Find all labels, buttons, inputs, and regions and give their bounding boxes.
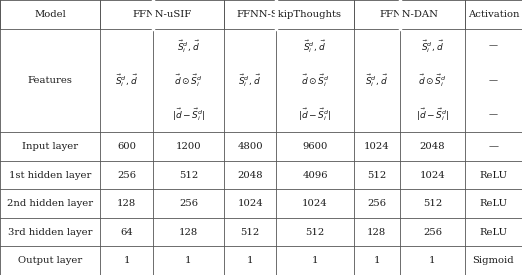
Text: 128: 128	[367, 228, 386, 237]
Text: 1: 1	[312, 256, 318, 265]
Text: 512: 512	[367, 170, 386, 180]
Text: 512: 512	[423, 199, 442, 208]
Text: 512: 512	[305, 228, 325, 237]
Text: 2048: 2048	[420, 142, 445, 151]
Text: 4800: 4800	[238, 142, 263, 151]
Text: 512: 512	[179, 170, 198, 180]
Text: Sigmoid: Sigmoid	[472, 256, 514, 265]
Text: 128: 128	[117, 199, 136, 208]
Text: 256: 256	[367, 199, 386, 208]
Text: 1200: 1200	[175, 142, 201, 151]
Text: $|\vec{d} - \vec{S}_i^d|$: $|\vec{d} - \vec{S}_i^d|$	[298, 106, 332, 123]
Text: FFNN-DAN: FFNN-DAN	[380, 10, 438, 19]
Text: 256: 256	[423, 228, 442, 237]
Text: —: —	[489, 142, 499, 151]
Text: 1st hidden layer: 1st hidden layer	[9, 170, 91, 180]
Text: $\vec{S}_i^d$, $\vec{d}$: $\vec{S}_i^d$, $\vec{d}$	[115, 72, 138, 89]
Text: $\vec{d} \odot \vec{S}_i^d$: $\vec{d} \odot \vec{S}_i^d$	[174, 72, 203, 89]
Text: FFNN-SkipThoughts: FFNN-SkipThoughts	[236, 10, 341, 19]
Text: 9600: 9600	[302, 142, 328, 151]
Text: 1024: 1024	[238, 199, 263, 208]
Text: 1024: 1024	[420, 170, 445, 180]
Text: ReLU: ReLU	[479, 170, 507, 180]
Text: 3rd hidden layer: 3rd hidden layer	[8, 228, 92, 237]
Text: Input layer: Input layer	[22, 142, 78, 151]
Text: $\vec{S}_i^d$, $\vec{d}$: $\vec{S}_i^d$, $\vec{d}$	[421, 38, 444, 54]
Text: 64: 64	[120, 228, 133, 237]
Text: $\vec{S}_i^d$, $\vec{d}$: $\vec{S}_i^d$, $\vec{d}$	[303, 38, 327, 54]
Text: 1: 1	[123, 256, 130, 265]
Text: 2048: 2048	[238, 170, 263, 180]
Text: —: —	[489, 42, 498, 51]
Text: 4096: 4096	[302, 170, 328, 180]
Text: $\vec{S}_i^d$, $\vec{d}$: $\vec{S}_i^d$, $\vec{d}$	[365, 72, 388, 89]
Text: $\vec{S}_i^d$, $\vec{d}$: $\vec{S}_i^d$, $\vec{d}$	[239, 72, 262, 89]
Text: 1: 1	[429, 256, 436, 265]
Text: Activation: Activation	[468, 10, 519, 19]
Text: —: —	[489, 76, 498, 85]
Text: $\vec{d} \odot \vec{S}_i^d$: $\vec{d} \odot \vec{S}_i^d$	[301, 72, 329, 89]
Text: 600: 600	[117, 142, 136, 151]
Text: 256: 256	[179, 199, 198, 208]
Text: FFNN-uSIF: FFNN-uSIF	[133, 10, 192, 19]
Text: 128: 128	[179, 228, 198, 237]
Text: $\vec{d} \odot \vec{S}_i^d$: $\vec{d} \odot \vec{S}_i^d$	[418, 72, 447, 89]
Text: 2nd hidden layer: 2nd hidden layer	[7, 199, 93, 208]
Text: $|\vec{d} - \vec{S}_i^d|$: $|\vec{d} - \vec{S}_i^d|$	[172, 106, 205, 123]
Text: Features: Features	[28, 76, 73, 85]
Text: 1024: 1024	[364, 142, 390, 151]
Text: 256: 256	[117, 170, 136, 180]
Text: Model: Model	[34, 10, 66, 19]
Text: $|\vec{d} - \vec{S}_i^d|$: $|\vec{d} - \vec{S}_i^d|$	[416, 106, 449, 123]
Text: 1: 1	[247, 256, 254, 265]
Text: 1: 1	[374, 256, 380, 265]
Text: ReLU: ReLU	[479, 199, 507, 208]
Text: —: —	[489, 110, 498, 119]
Text: ReLU: ReLU	[479, 228, 507, 237]
Text: Output layer: Output layer	[18, 256, 82, 265]
Text: 1024: 1024	[302, 199, 328, 208]
Text: 512: 512	[241, 228, 260, 237]
Text: $\vec{S}_i^d$, $\vec{d}$: $\vec{S}_i^d$, $\vec{d}$	[176, 38, 200, 54]
Text: 1: 1	[185, 256, 192, 265]
